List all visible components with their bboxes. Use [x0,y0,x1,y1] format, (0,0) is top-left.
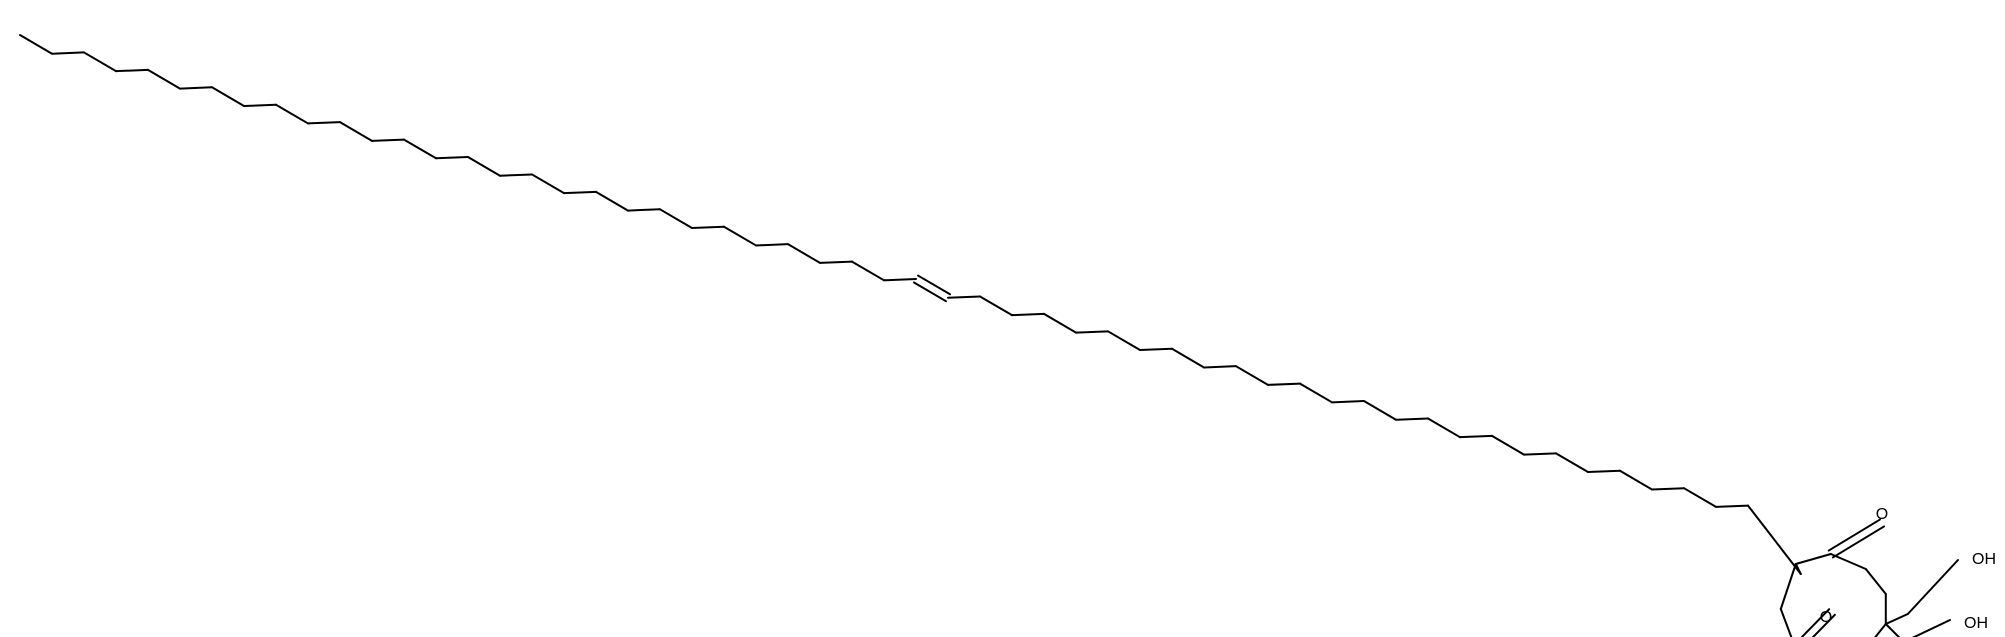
molecule-canvas [0,0,2005,637]
